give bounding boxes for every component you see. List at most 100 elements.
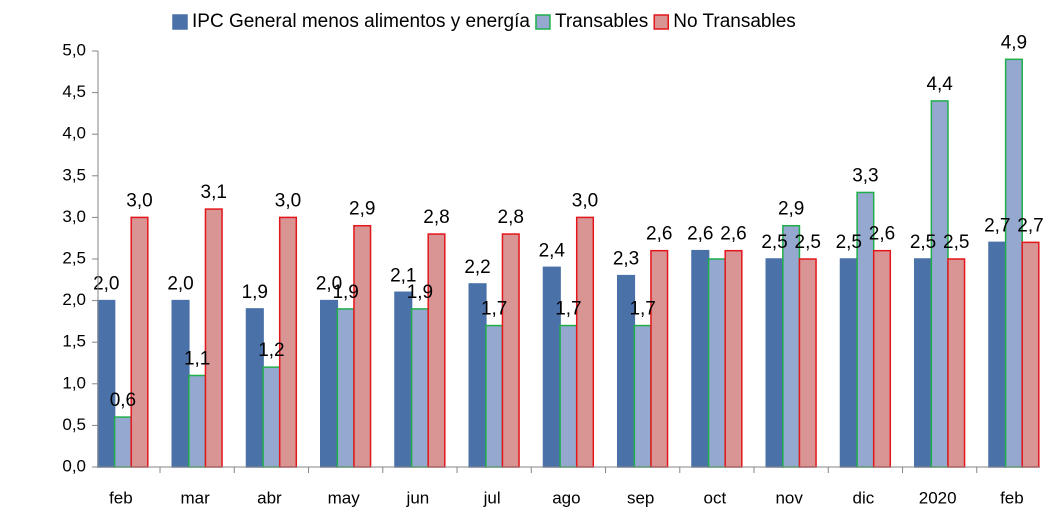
x-tick-label: jul: [483, 488, 501, 507]
legend-label: Transables: [555, 11, 648, 32]
bar: [650, 249, 669, 468]
data-label: 3,3: [852, 165, 878, 186]
x-tick-label: feb: [109, 488, 133, 507]
bar: [97, 299, 116, 468]
bar: [707, 258, 726, 468]
y-tick-label: 3,0: [62, 207, 86, 226]
data-label: 2,5: [943, 232, 969, 253]
data-label: 1,7: [629, 299, 655, 320]
data-label: 2,5: [795, 232, 821, 253]
legend-swatch: [172, 14, 188, 30]
bar: [353, 224, 372, 468]
data-label: 0,6: [110, 390, 136, 411]
x-tick-label: may: [328, 488, 361, 507]
bar: [320, 299, 339, 468]
data-label: 2,0: [93, 274, 119, 295]
bar: [394, 291, 413, 468]
y-tick-label: 1,0: [62, 373, 86, 392]
bar: [171, 299, 190, 468]
bar: [113, 416, 132, 468]
data-label: 2,7: [1017, 215, 1043, 236]
x-tick-label: feb: [1000, 488, 1024, 507]
data-label: 2,9: [778, 199, 804, 220]
x-tick-label: 2020: [919, 488, 957, 507]
bar: [947, 258, 966, 468]
x-tick-label: ago: [552, 488, 580, 507]
data-label: 2,1: [390, 265, 416, 286]
x-tick-label: jun: [406, 488, 430, 507]
legend-label: No Transables: [673, 11, 796, 32]
bar: [988, 241, 1007, 468]
bar: [872, 249, 892, 468]
bar: [427, 233, 446, 468]
data-label: 1,9: [407, 282, 433, 303]
data-label: 3,0: [126, 190, 152, 211]
data-label: 2,5: [836, 232, 862, 253]
data-label: 2,2: [464, 257, 490, 278]
data-label: 4,9: [1001, 32, 1027, 53]
bar: [575, 216, 595, 468]
bar: [765, 258, 784, 468]
data-label: 4,4: [926, 74, 953, 95]
bar: [930, 100, 949, 468]
data-label: 2,5: [761, 232, 787, 253]
bar: [130, 216, 149, 468]
x-tick-label: sep: [627, 488, 654, 507]
data-label: 2,5: [910, 232, 936, 253]
data-label: 2,6: [687, 224, 713, 245]
bar: [204, 208, 223, 468]
data-label: 3,0: [275, 190, 301, 211]
y-tick-label: 2,5: [62, 248, 86, 267]
y-tick-label: 2,0: [62, 290, 86, 309]
y-tick-label: 4,5: [62, 82, 86, 101]
x-tick-label: mar: [181, 488, 211, 507]
y-tick-label: 0,5: [62, 415, 86, 434]
y-tick-label: 4,0: [62, 124, 86, 143]
data-label: 1,2: [258, 340, 284, 361]
x-tick-label: oct: [704, 488, 727, 507]
data-label: 1,1: [184, 348, 210, 369]
data-label: 2,4: [539, 240, 566, 261]
bar: [501, 233, 520, 468]
bar: [559, 324, 578, 468]
x-tick-label: dic: [853, 488, 875, 507]
data-label: 2,8: [498, 207, 524, 228]
bar: [691, 249, 710, 468]
x-tick-label: abr: [257, 488, 282, 507]
bar: [262, 366, 281, 468]
data-label: 2,9: [349, 199, 375, 220]
bar: [542, 266, 561, 468]
bar: [188, 374, 207, 468]
legend-label: IPC General menos alimentos y energía: [192, 11, 530, 32]
data-label: 1,9: [332, 282, 358, 303]
data-label: 2,3: [613, 249, 639, 270]
legend-swatch: [535, 14, 551, 30]
bar: [798, 258, 817, 468]
bar: [245, 308, 264, 468]
data-label: 2,6: [720, 224, 746, 245]
y-tick-label: 0,0: [62, 456, 86, 475]
bar: [839, 258, 858, 468]
bar: [336, 308, 355, 468]
bar: [914, 258, 933, 468]
y-tick-label: 1,5: [62, 332, 86, 351]
data-label: 2,8: [423, 207, 449, 228]
data-label: 2,6: [869, 224, 895, 245]
data-label: 1,7: [481, 299, 507, 320]
bar: [1004, 58, 1023, 468]
y-tick-label: 3,5: [62, 165, 86, 184]
bar: [410, 308, 429, 468]
x-tick-label: nov: [775, 488, 803, 507]
bar: [782, 224, 801, 468]
legend-swatch: [653, 14, 669, 30]
data-label: 2,0: [316, 274, 342, 295]
bar: [724, 249, 743, 468]
bar: [485, 324, 504, 468]
bar: [633, 324, 652, 468]
data-label: 3,1: [201, 182, 227, 203]
bar: [1021, 241, 1040, 468]
y-tick-label: 5,0: [62, 40, 86, 59]
data-label: 2,6: [646, 224, 672, 245]
data-label: 2,0: [167, 274, 193, 295]
